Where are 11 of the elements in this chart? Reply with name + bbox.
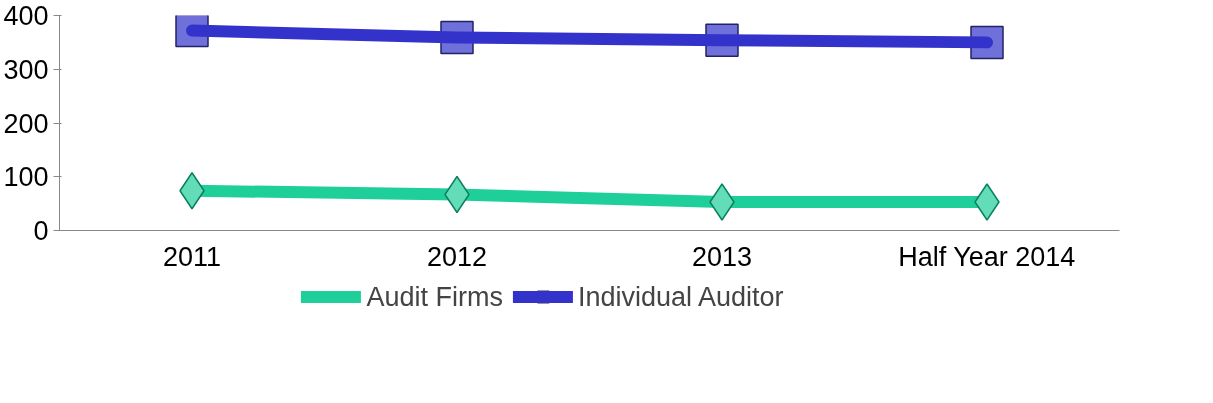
y-tick-label: 400: [3, 1, 49, 31]
x-tick-label: 2013: [691, 241, 753, 272]
legend-label: Individual Auditor: [577, 281, 784, 312]
y-tick-label: 0: [33, 216, 49, 246]
x-tick-label: 2011: [162, 241, 222, 272]
x-tick-label: Half Year 2014: [898, 241, 1076, 272]
y-tick-label: 300: [3, 54, 49, 85]
y-tick-label: 100: [3, 162, 49, 193]
x-tick-label: 2012: [426, 241, 488, 272]
y-tick-label: 200: [3, 108, 49, 139]
legend-label: Audit Firms: [366, 281, 503, 312]
